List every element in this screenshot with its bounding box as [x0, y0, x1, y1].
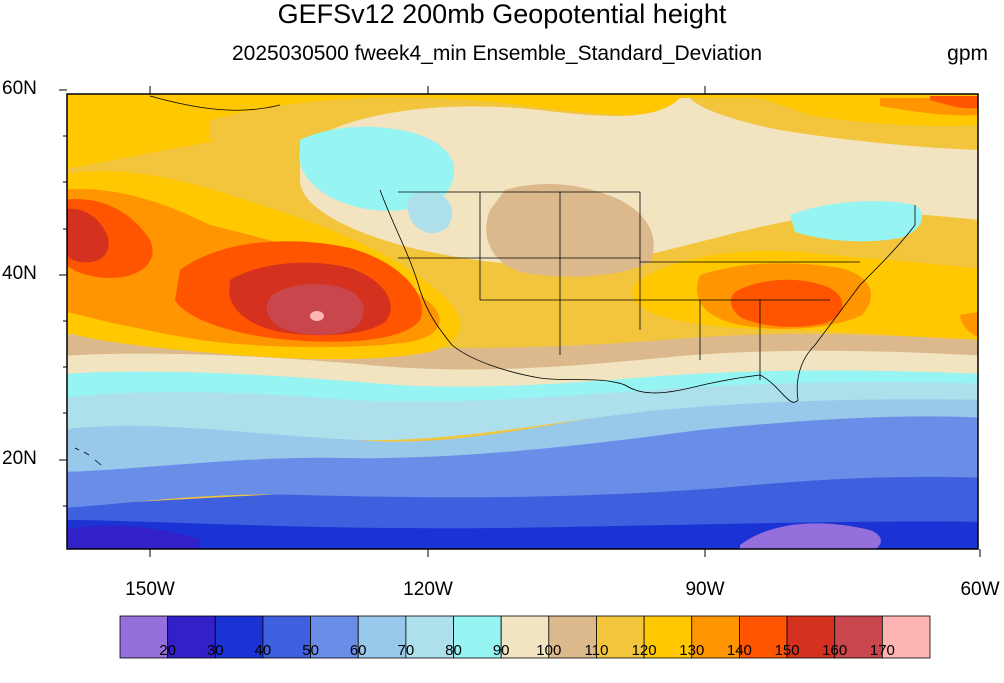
ne-band-90 — [790, 201, 923, 242]
band-70 — [67, 396, 978, 472]
colorbar-label: 50 — [302, 642, 319, 659]
colorbar-swatch — [548, 615, 597, 659]
lat-label-60n: 60N — [2, 78, 37, 99]
pacific-band-170 — [310, 311, 324, 321]
colorbar-label: 30 — [206, 642, 224, 659]
band-50 — [67, 413, 978, 508]
colorbar-swatch — [691, 615, 740, 659]
colorbar-swatch — [834, 615, 883, 659]
geographic-boundaries — [74, 95, 916, 466]
colorbar-swatch — [500, 615, 550, 659]
colorbar-swatch — [643, 615, 693, 659]
state-borders — [398, 191, 641, 355]
colorbar-label: 80 — [445, 642, 462, 659]
colorbar-label: 60 — [349, 642, 367, 659]
colorbar-label: 110 — [584, 642, 609, 659]
colorbar-swatch — [739, 615, 788, 659]
colorbar-swatch — [786, 615, 836, 659]
colorbar-label: 100 — [536, 642, 562, 659]
lat-label-40n: 40N — [2, 263, 37, 284]
colorbar-swatch — [310, 615, 359, 659]
colorbar-swatch — [881, 615, 931, 659]
east-band-150 — [730, 279, 843, 327]
ne-band-150 — [930, 96, 978, 109]
eastern-state-borders — [640, 261, 860, 380]
filled-contour-field — [67, 94, 978, 549]
nw-band-90 — [299, 126, 455, 211]
south-band-20 — [740, 523, 881, 549]
colorbar-label: 20 — [159, 642, 176, 659]
colorbar-label: 160 — [822, 642, 848, 659]
nw-band-80 — [407, 192, 453, 234]
axis-ticks — [59, 86, 981, 557]
colorbar-label: 150 — [774, 642, 800, 659]
north-band-100 — [300, 98, 978, 266]
colorbar-label: 170 — [869, 642, 895, 659]
lon-label-150w: 150W — [125, 579, 175, 600]
sw-band-30 — [67, 525, 200, 549]
pacific-band-165 — [266, 284, 364, 335]
coastline-outline — [379, 189, 916, 403]
colorbar-label: 40 — [254, 642, 272, 659]
colorbar-label: 140 — [726, 642, 752, 659]
lon-label-60w: 60W — [960, 579, 1000, 600]
colorbar-swatch — [357, 615, 407, 659]
colorbar-swatch — [405, 615, 454, 659]
hawaii-islands — [74, 447, 102, 466]
lon-label-120w: 120W — [403, 579, 453, 600]
lat-label-20n: 20N — [2, 448, 37, 469]
colorbar — [119, 615, 931, 659]
colorbar-swatch — [596, 615, 645, 659]
colorbar-swatch — [453, 615, 502, 659]
lon-label-90w: 90W — [685, 579, 725, 600]
plains-band-110 — [486, 184, 654, 277]
colorbar-swatch — [167, 615, 216, 659]
colorbar-label: 70 — [397, 642, 415, 659]
west-edge-band-160 — [67, 208, 109, 263]
chart-title: GEFSv12 200mb Geopotential height — [277, 0, 727, 29]
alaska-coast — [149, 95, 281, 111]
colorbar-label: 130 — [679, 642, 705, 659]
colorbar-label: 90 — [492, 642, 510, 659]
chart-subtitle: 2025030500 fweek4_min Ensemble_Standard_… — [232, 42, 763, 65]
atlantic-edge-band-140 — [960, 312, 978, 337]
colorbar-label: 120 — [631, 642, 657, 659]
units-label: gpm — [947, 42, 988, 65]
colorbar-swatch — [214, 615, 264, 659]
